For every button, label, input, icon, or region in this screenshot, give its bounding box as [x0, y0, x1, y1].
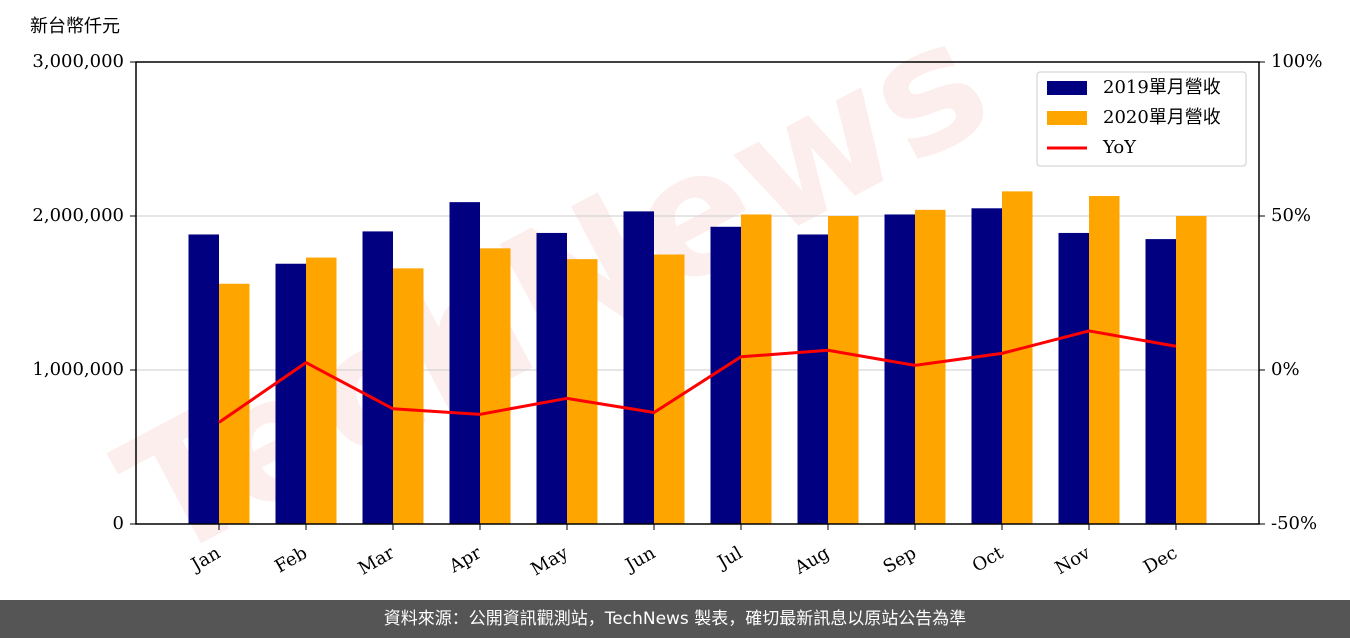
bar — [884, 214, 915, 524]
bar — [710, 226, 741, 524]
bar — [275, 263, 306, 524]
x-tick-label: Nov — [1052, 542, 1095, 579]
bar — [915, 209, 946, 524]
legend-swatch — [1047, 81, 1087, 95]
x-tick-label: Jul — [712, 542, 746, 574]
bar — [1176, 216, 1207, 524]
footer: 資料來源：公開資訊觀測站，TechNews 製表，確切最新訊息以原站公告為準 — [0, 600, 1350, 638]
bar — [567, 259, 598, 524]
x-tick-label: Aug — [790, 542, 833, 579]
line — [218, 329, 1177, 424]
y-tick-label: 3,000,000 — [32, 51, 124, 72]
bar — [797, 234, 828, 525]
x-tick-label: Dec — [1140, 542, 1181, 578]
bar — [1089, 195, 1120, 525]
bar — [741, 214, 772, 524]
x-tick-label: Sep — [880, 542, 920, 577]
legend-swatch — [1047, 111, 1087, 125]
y2-tick-label: 0% — [1271, 359, 1300, 380]
y2-tick-label: 50% — [1271, 205, 1311, 226]
y-axis-label: 新台幣仟元 — [30, 16, 120, 37]
bar — [1002, 191, 1033, 525]
legend-label: 2020單月營收 — [1103, 107, 1221, 128]
bar — [623, 211, 654, 524]
y-tick-label: 0 — [113, 513, 124, 534]
y2-tick-label: 100% — [1271, 51, 1322, 72]
bar — [393, 268, 424, 524]
bar — [188, 234, 219, 525]
bar — [1058, 232, 1089, 524]
legend-label: YoY — [1102, 137, 1137, 158]
x-tick-label: Jun — [620, 542, 659, 577]
legend-label: 2019單月營收 — [1103, 77, 1221, 98]
legend-box — [1036, 71, 1247, 167]
bar — [971, 208, 1002, 525]
bar — [1145, 239, 1176, 524]
y2-tick-label: -50% — [1271, 513, 1317, 534]
bar — [306, 257, 337, 524]
y-tick-label: 1,000,000 — [32, 359, 124, 380]
y-tick-label: 2,000,000 — [32, 205, 124, 226]
bar — [449, 202, 480, 524]
x-tick-label: Oct — [969, 542, 1008, 577]
bar — [536, 232, 567, 524]
bar — [362, 231, 393, 524]
bar — [828, 216, 859, 524]
bar — [480, 248, 511, 524]
chart: TechNews 新台幣仟元 01,000,0002,000,0003,000,… — [30, 0, 1322, 599]
x-tick-label: May — [527, 542, 572, 580]
bar — [654, 254, 685, 524]
x-tick-label: Mar — [355, 542, 399, 579]
plot-frame — [135, 61, 1260, 525]
x-tick-label: Apr — [445, 542, 485, 577]
